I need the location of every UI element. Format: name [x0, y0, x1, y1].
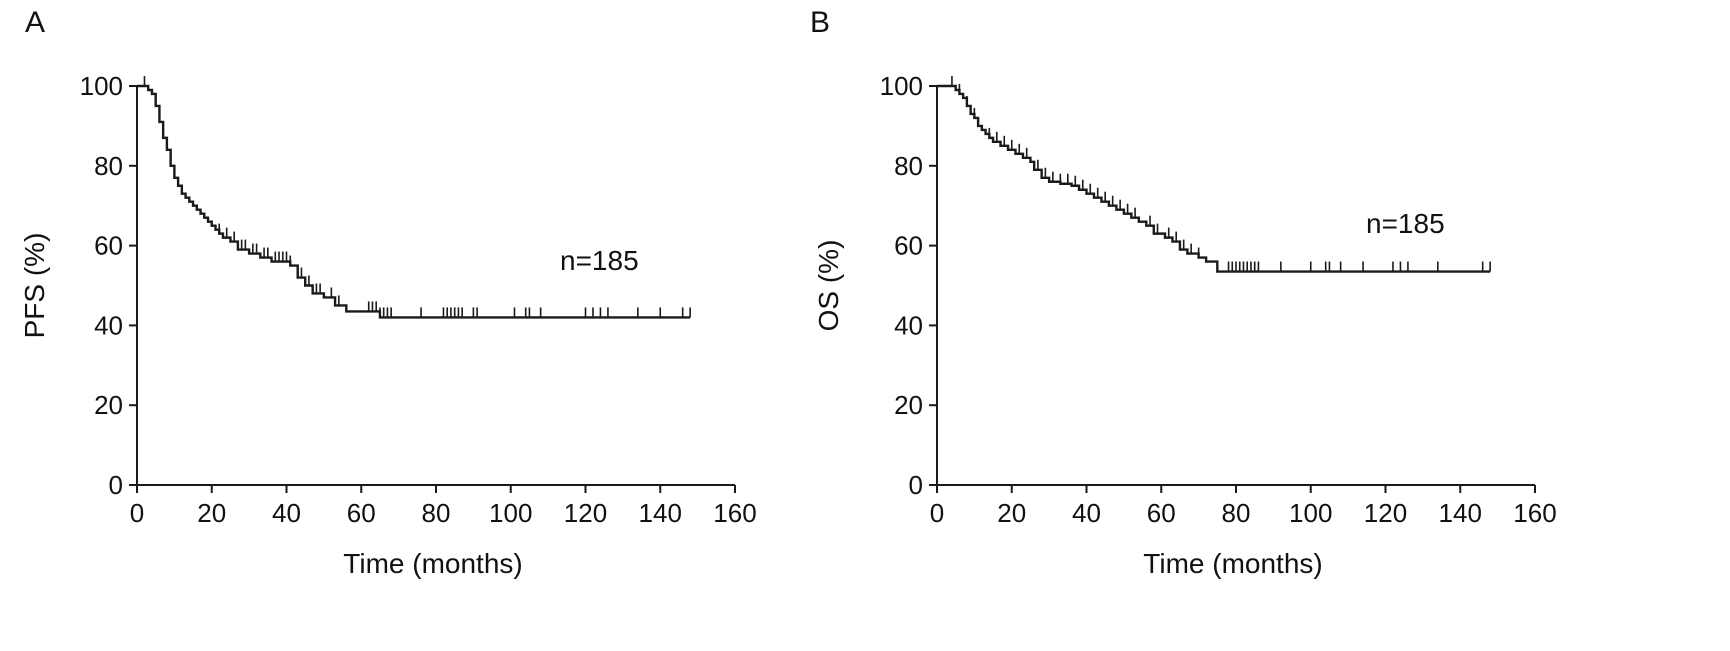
survival-curve	[137, 84, 691, 319]
x-tick-label: 160	[1513, 498, 1556, 528]
x-tick-label: 0	[930, 498, 944, 528]
x-tick-label: 140	[639, 498, 682, 528]
x-tick-label: 60	[1147, 498, 1176, 528]
sample-size-annotation: n=185	[1366, 208, 1445, 239]
y-tick-label: 40	[94, 310, 123, 340]
y-tick-label: 100	[80, 71, 123, 101]
x-tick-label: 120	[1364, 498, 1407, 528]
y-axis-title: OS (%)	[813, 240, 844, 332]
y-tick-label: 20	[894, 390, 923, 420]
x-axis-title: Time (months)	[343, 548, 522, 579]
y-tick-label: 40	[894, 310, 923, 340]
x-tick-label: 80	[1222, 498, 1251, 528]
x-tick-label: 140	[1439, 498, 1482, 528]
x-axis-title: Time (months)	[1143, 548, 1322, 579]
x-tick-label: 60	[347, 498, 376, 528]
x-tick-label: 20	[997, 498, 1026, 528]
y-tick-label: 0	[909, 470, 923, 500]
x-tick-label: 40	[272, 498, 301, 528]
x-tick-label: 0	[130, 498, 144, 528]
x-tick-label: 120	[564, 498, 607, 528]
x-tick-label: 100	[1289, 498, 1332, 528]
x-tick-label: 160	[713, 498, 756, 528]
y-tick-label: 100	[880, 71, 923, 101]
x-tick-label: 100	[489, 498, 532, 528]
y-tick-label: 80	[94, 151, 123, 181]
y-tick-label: 60	[94, 231, 123, 261]
y-tick-label: 0	[109, 470, 123, 500]
y-axis-title: PFS (%)	[19, 233, 50, 339]
y-tick-label: 80	[894, 151, 923, 181]
panel-a-letter: A	[25, 6, 45, 39]
y-tick-label: 20	[94, 390, 123, 420]
panel-b: B 0 20 40 60 80 100 0 20 40 60 80 100 120 140 160 Time …	[810, 6, 1557, 579]
y-tick-label: 60	[894, 231, 923, 261]
x-tick-label: 40	[1072, 498, 1101, 528]
x-tick-label: 20	[197, 498, 226, 528]
panel-a: A 0 20 40 60 80 100 0 20 40 60 80 100 120 140 160 Time …	[19, 6, 757, 579]
x-tick-label: 80	[422, 498, 451, 528]
sample-size-annotation: n=185	[560, 245, 639, 276]
survival-curve	[937, 84, 1491, 273]
panel-a-plot: 0 20 40 60 80 100 0 20 40 60 80 100 120 140 160 Time (m…	[19, 71, 757, 579]
panel-b-letter: B	[810, 6, 830, 39]
panel-b-plot: 0 20 40 60 80 100 0 20 40 60 80 100 120 140 160 Time (m…	[813, 71, 1557, 579]
